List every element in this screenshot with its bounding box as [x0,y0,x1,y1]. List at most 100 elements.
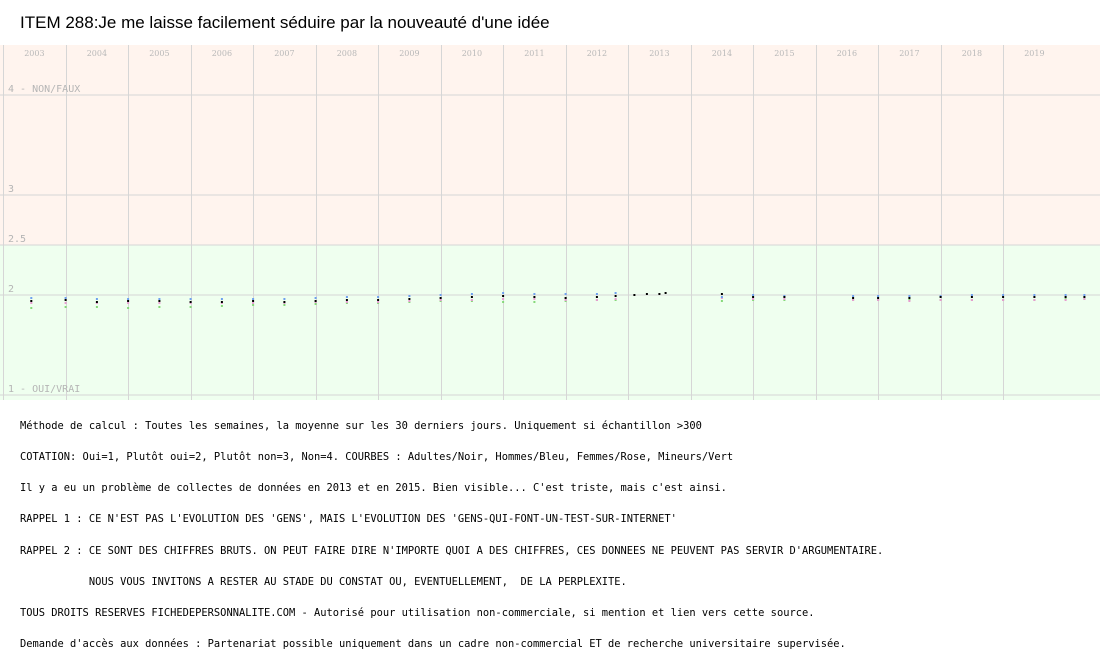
data-point [470,296,473,298]
data-point [1033,294,1036,296]
data-point [127,302,130,304]
data-point [595,299,598,301]
data-point [752,294,755,296]
data-point [783,296,786,298]
data-point [95,301,98,303]
data-point [189,306,192,308]
data-point [1002,294,1005,296]
x-axis-year-labels: 2003 2004 2005 2006 2007 2008 2009 2010 2011 2012… [24,49,1044,58]
data-point [314,300,317,302]
y-axis-labels: 4 - NON/FAUX 3 2.5 2 1 - OUI/VRAI [8,84,80,395]
data-point [95,306,98,308]
data-point [439,294,442,296]
year-label: 2019 [1024,49,1044,58]
year-label: 2012 [587,49,607,58]
data-point [283,298,286,300]
data-point [1002,299,1005,301]
data-point [1083,296,1086,298]
note-line: Il y a eu un problème de collectes de do… [20,482,727,495]
year-label: 2017 [899,49,919,58]
data-point [408,295,411,297]
data-point [345,296,348,298]
upper-band [0,45,1100,245]
data-point [252,298,255,300]
data-point [1083,298,1086,300]
lower-band [0,245,1100,400]
data-point [189,298,192,300]
note-line: TOUS DROITS RESERVES FICHEDEPERSONNALITE… [20,607,815,620]
year-label: 2004 [87,49,107,58]
data-point [220,301,223,303]
data-point [189,301,192,303]
data-point [908,295,911,297]
data-point [220,298,223,300]
year-label: 2009 [399,49,419,58]
data-point [614,292,617,294]
data-point [64,299,67,301]
data-point [502,298,505,300]
data-point [564,293,567,295]
data-point [127,298,130,300]
gridlines [0,45,1100,400]
data-point [1083,294,1086,296]
data-point [1033,296,1036,298]
data-point [158,298,161,300]
data-point [595,293,598,295]
data-point [939,299,942,301]
data-point [614,295,617,297]
note-line: Demande d'accès aux données : Partenaria… [20,638,846,651]
data-point [158,302,161,304]
data-point [30,300,33,302]
data-point [377,301,380,303]
year-label: 2008 [337,49,357,58]
data-point [533,301,536,303]
chart-title: ITEM 288:Je me laisse facilement séduire… [20,13,550,32]
data-point [720,300,723,302]
year-label: 2006 [212,49,232,58]
data-point [30,302,33,304]
data-point [377,296,380,298]
series-adultes [30,292,1086,303]
data-point [852,297,855,299]
data-point [852,299,855,301]
data-point [408,298,411,300]
data-point [564,297,567,299]
data-point [664,292,667,294]
data-point [30,297,33,299]
data-point [533,298,536,300]
data-point [220,305,223,307]
data-point [970,296,973,298]
note-line: RAPPEL 2 : CE SONT DES CHIFFRES BRUTS. O… [20,544,884,557]
data-point [502,292,505,294]
data-point [720,296,723,298]
y-tick-label: 1 - OUI/VRAI [8,384,80,395]
data-point [283,304,286,306]
data-point [502,295,505,297]
data-point [377,299,380,301]
data-point [502,301,505,303]
data-point [595,296,598,298]
year-label: 2010 [462,49,482,58]
data-point [533,296,536,298]
data-point [970,294,973,296]
data-point [439,297,442,299]
data-point [470,293,473,295]
note-line: RAPPEL 1 : CE N'EST PAS L'EVOLUTION DES … [20,513,677,526]
y-tick-label: 3 [8,184,14,195]
data-point [345,301,348,303]
data-point [64,297,67,299]
data-point [470,299,473,301]
y-tick-label: 4 - NON/FAUX [8,84,80,95]
data-point [1002,296,1005,298]
year-label: 2011 [524,49,544,58]
data-point [252,300,255,302]
data-point [852,295,855,297]
data-point [127,307,130,309]
year-label: 2003 [24,49,44,58]
data-point [614,298,617,300]
year-label: 2014 [712,49,732,58]
data-point [752,298,755,300]
data-point [877,297,880,299]
data-point [633,294,636,296]
data-point [127,300,130,302]
